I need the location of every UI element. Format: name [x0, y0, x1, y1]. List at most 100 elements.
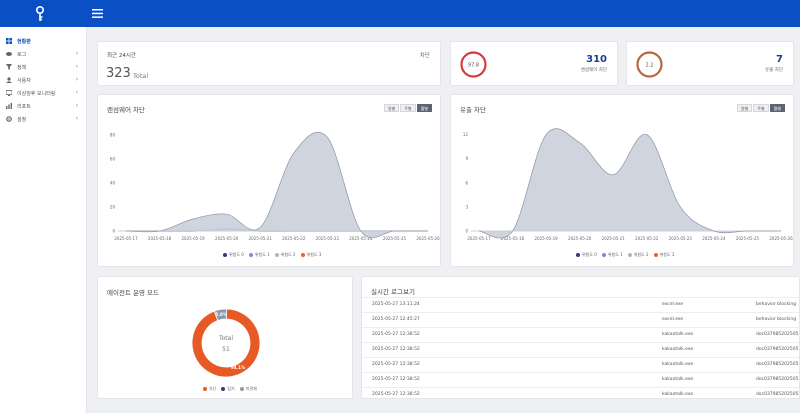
log-process: kakaotalk.exe: [662, 362, 694, 367]
chart-icon: [6, 103, 12, 109]
ransomware-label: 랜섬웨어 차단: [580, 68, 607, 73]
legend-label[interactable]: 탐지: [227, 386, 235, 391]
chevron-right-icon: ›: [75, 76, 78, 83]
filter-icon: [6, 64, 12, 70]
leak-label: 유출 차단: [765, 68, 783, 73]
log-time: 2025-05-27 12:45:27: [372, 317, 420, 322]
log-time: 2025-05-27 12:38:52: [372, 377, 420, 382]
sidebar-item-4[interactable]: 이상징후 모니터링 ›: [0, 87, 87, 99]
gear-icon: [6, 116, 12, 122]
legend-dot: [203, 387, 207, 391]
y-tick-label: 0: [465, 229, 468, 234]
logo-key-icon[interactable]: [33, 5, 47, 22]
chevron-right-icon: ›: [75, 115, 78, 122]
log-row[interactable]: 2025-05-27 12:38:52 kakaotalk.exe doc03798…: [362, 327, 799, 340]
sidebar-item-5[interactable]: 리포트 ›: [0, 100, 87, 112]
sidebar-item-2[interactable]: 정책 ›: [0, 61, 87, 73]
leak-count: 7: [776, 54, 783, 65]
y-tick-label: 20: [110, 205, 116, 210]
log-process: kakaotalk.exe: [662, 332, 694, 337]
log-row[interactable]: 2025-05-27 12:45:27 excel.exe behavior blo…: [362, 312, 799, 325]
log-process: kakaotalk.exe: [662, 377, 694, 382]
legend-label[interactable]: 미관제: [245, 386, 257, 391]
legend-dot: [627, 253, 632, 257]
ransomware-count: 310: [586, 54, 607, 65]
sidebar-item-label: 로그: [17, 51, 27, 58]
leak-stat-card: 2.2 7 유출 차단: [626, 41, 794, 86]
legend-dot: [248, 253, 253, 257]
summary-count-unit: Total: [133, 72, 149, 80]
sidebar-item-0[interactable]: 현황판: [0, 35, 87, 47]
log-process: excel.exe: [662, 317, 684, 322]
x-tick-label: 2025-05-17: [467, 236, 491, 241]
range-daily-button[interactable]: 일별: [736, 104, 753, 112]
legend-label[interactable]: 위험도 3: [306, 252, 322, 257]
legend-dot: [239, 387, 244, 391]
hamburger-menu-icon[interactable]: [91, 8, 105, 19]
series-line: [478, 128, 781, 239]
range-monthly-button[interactable]: 월별: [769, 104, 785, 112]
y-tick-label: 12: [463, 132, 469, 137]
legend-label[interactable]: 위험도 2: [280, 252, 296, 257]
x-tick-label: 2025-05-24: [349, 236, 373, 241]
sidebar-item-1[interactable]: 로그 ›: [0, 48, 87, 60]
log-row[interactable]: 2025-05-27 13:11:24 excel.exe behavior blo…: [362, 297, 799, 310]
top-bar: [0, 0, 800, 27]
legend-label[interactable]: 위험도 3: [659, 252, 675, 257]
ransomware-gauge-value: 97.8: [468, 63, 479, 69]
x-tick-label: 2025-05-18: [148, 236, 172, 241]
leak-range-buttons: 일별 주별 월별: [736, 104, 785, 112]
x-tick-label: 2025-05-25: [736, 236, 760, 241]
range-weekly-button[interactable]: 주별: [400, 104, 416, 112]
sidebar-item-6[interactable]: 설정 ›: [0, 113, 87, 125]
legend-label[interactable]: 위험도 2: [633, 252, 649, 257]
agent-mode-legend: 차단 탐지 미관제: [198, 386, 257, 392]
leak-chart-title: 유출 차단: [460, 106, 486, 114]
summary-title: 최근 24시간: [107, 53, 136, 59]
summary-count: 323: [106, 66, 131, 81]
sidebar: 현황판 로그 › 정책 › 사용자 › 이상징후 모니터링 › 리포트 › 설정 ›: [0, 27, 87, 413]
chevron-right-icon: ›: [75, 63, 78, 70]
range-daily-button[interactable]: 일별: [383, 104, 400, 112]
log-detail: doc0379852025052: [756, 392, 800, 397]
log-detail: doc0379852025052: [756, 347, 800, 352]
sidebar-item-label: 사용자: [17, 77, 31, 84]
legend-label[interactable]: 위험도 0: [229, 252, 244, 257]
donut-slice: [191, 308, 261, 378]
log-row[interactable]: 2025-05-27 12:38:52 kakaotalk.exe doc03798…: [362, 342, 800, 355]
log-process: kakaotalk.exe: [662, 392, 694, 397]
x-tick-label: 2025-05-20: [215, 236, 239, 241]
x-tick-label: 2025-05-21: [249, 236, 273, 241]
range-monthly-button[interactable]: 월별: [416, 104, 432, 112]
log-time: 2025-05-27 12:38:52: [372, 332, 420, 337]
log-row[interactable]: 2025-05-27 12:38:52 kakaotalk.exe doc03798…: [362, 372, 799, 385]
legend-label[interactable]: 위험도 1: [254, 252, 270, 257]
agent-mode-card: 에이전트 운영 모드 94.1% 5.9% Total 51 차단 탐지 미관제: [97, 276, 353, 399]
summary-card: 최근 24시간 차단 323 Total: [97, 41, 441, 86]
log-row[interactable]: 2025-05-27 12:38:52 kakaotalk.exe doc03798…: [362, 357, 799, 370]
log-time: 2025-05-27 12:38:52: [372, 362, 420, 367]
ransomware-range-buttons: 일별 주별 월별: [383, 104, 432, 112]
donut-slice-label: 94.1%: [231, 365, 246, 370]
legend-label[interactable]: 차단: [209, 386, 217, 391]
donut-center-value: 51: [222, 346, 230, 353]
legend-label[interactable]: 위험도 1: [607, 252, 623, 257]
donut-slice: [213, 308, 228, 321]
legend-dot: [221, 387, 226, 391]
legend-dot: [653, 253, 658, 257]
log-detail: behavior blocking: [756, 317, 797, 322]
log-time: 2025-05-27 12:38:52: [372, 392, 420, 397]
log-row[interactable]: 2025-05-27 12:38:52 kakaotalk.exe doc03798…: [362, 387, 800, 398]
x-tick-label: 2025-05-18: [501, 236, 525, 241]
sidebar-item-label: 현황판: [17, 38, 31, 45]
y-tick-label: 40: [110, 181, 116, 186]
sidebar-item-3[interactable]: 사용자 ›: [0, 74, 87, 86]
x-tick-label: 2025-05-26: [416, 236, 440, 241]
range-weekly-button[interactable]: 주별: [753, 104, 769, 112]
chevron-right-icon: ›: [75, 50, 78, 57]
sidebar-item-label: 리포트: [17, 103, 31, 110]
legend-dot: [601, 253, 606, 257]
agent-mode-title: 에이전트 운영 모드: [107, 289, 159, 297]
realtime-log-card: 실시간 로그보기 2025-05-27 13:11:24 excel.exe beh…: [361, 276, 800, 399]
legend-label[interactable]: 위험도 0: [582, 252, 597, 257]
